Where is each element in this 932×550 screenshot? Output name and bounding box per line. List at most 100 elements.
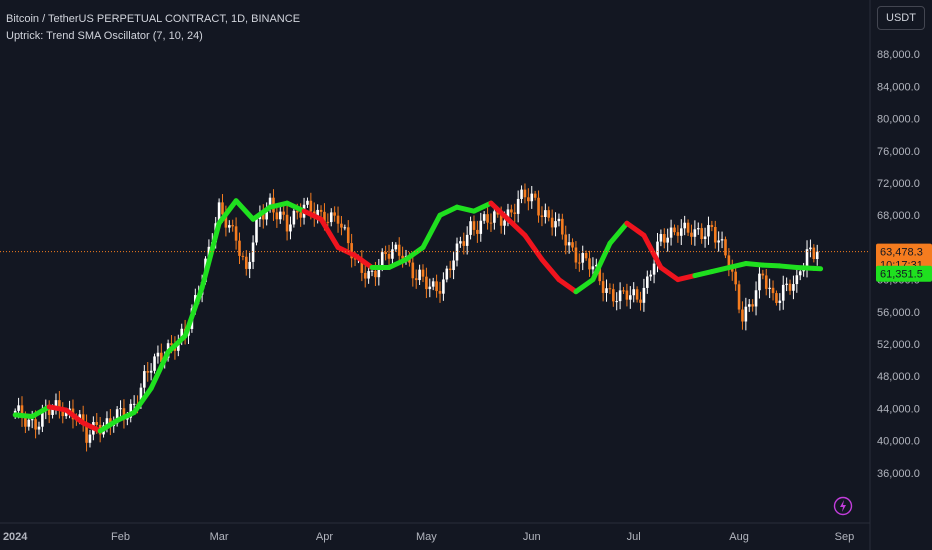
trend-sma-segment (471, 200, 494, 214)
candle-body (778, 300, 782, 303)
candle-body (564, 234, 568, 246)
candle-body (81, 414, 85, 424)
candle-body (771, 287, 775, 294)
indicator-title[interactable]: Uptrick: Trend SMA Oscillator (7, 10, 24… (6, 30, 203, 42)
trend-sma-segment (284, 200, 307, 214)
candle-body (224, 214, 228, 228)
candle-body (275, 212, 279, 220)
candle-body (666, 237, 669, 243)
trend-sma-segment (131, 385, 154, 415)
candle-body (683, 222, 686, 229)
candle-body (329, 212, 333, 223)
candle-body (88, 434, 92, 443)
candle-body (54, 400, 58, 408)
candle-body (346, 227, 350, 244)
candle-body (506, 209, 510, 221)
candle-body (578, 262, 581, 264)
time-tick-label: Sep (835, 531, 855, 543)
candle-body (122, 408, 126, 420)
price-tick-label: 72,000.0 (877, 178, 920, 190)
candle-body (261, 213, 265, 220)
candle-body (61, 409, 65, 417)
candle-body (34, 419, 37, 430)
candle-body (493, 211, 496, 223)
candle-body (153, 356, 156, 371)
candle-body (608, 288, 612, 290)
sma-value-box (876, 265, 932, 282)
trend-sma-segment (63, 407, 86, 426)
candle-body (238, 240, 241, 256)
candle-body (591, 266, 595, 270)
candle-body (673, 227, 676, 233)
trend-sma-segment (692, 269, 715, 279)
candle-body (482, 214, 486, 221)
candle-body (781, 284, 785, 301)
candle-body (41, 410, 44, 427)
candle-body (741, 309, 744, 322)
candle-body (268, 197, 272, 209)
candle-body (115, 409, 119, 424)
candle-body (20, 405, 24, 418)
candle-body (380, 252, 384, 268)
candle-body (690, 232, 693, 237)
candle-body (360, 258, 364, 273)
trend-sma-segment (250, 204, 273, 222)
price-tick-label: 68,000.0 (877, 210, 920, 222)
candle-body (160, 352, 163, 362)
candle-body (795, 275, 799, 285)
candle-body (758, 273, 761, 291)
candle-body (377, 267, 381, 278)
candle-body (724, 239, 727, 256)
candle-body (278, 211, 282, 220)
price-tick-label: 36,000.0 (877, 468, 920, 480)
candle-body (231, 225, 234, 227)
time-tick-label: Jun (523, 531, 541, 543)
candle-body (24, 417, 27, 427)
time-axis[interactable]: 2024 Feb Mar Apr May Jun Jul Aug Sep (3, 531, 854, 543)
candle-body (652, 263, 656, 275)
candle-body (533, 193, 537, 198)
candle-body (554, 221, 557, 228)
candle-body (622, 290, 625, 292)
trend-sma-segment (318, 216, 341, 250)
trend-sma-segment (777, 263, 800, 271)
candle-body (625, 290, 629, 300)
currency-button[interactable]: USDT (877, 6, 925, 30)
candle-body (374, 270, 377, 278)
candle-body (442, 279, 445, 294)
trend-sma-segment (539, 256, 562, 283)
candle-body (445, 268, 449, 280)
candle-body (353, 258, 357, 260)
candle-body (251, 242, 255, 262)
time-tick-label: Mar (210, 531, 229, 543)
candle-body (319, 209, 323, 212)
symbol-title[interactable]: Bitcoin / TetherUS PERPETUAL CONTRACT, 1… (6, 13, 301, 25)
trend-sma-segment (675, 273, 698, 283)
lightning-icon[interactable] (833, 496, 853, 516)
candle-body (544, 210, 547, 217)
candle-body (469, 221, 472, 235)
candle-body (448, 268, 452, 271)
candle-body (567, 242, 571, 246)
candle-body (306, 200, 309, 205)
candle-body (601, 281, 605, 293)
candle-body (421, 269, 425, 277)
trend-sma-segment (437, 204, 460, 218)
candle-body (713, 226, 717, 243)
sma-value-label: 61,351.5 (876, 265, 932, 282)
time-tick-label: Jul (627, 531, 641, 543)
candle-body (557, 218, 561, 222)
candle-body (805, 249, 809, 269)
price-tick-label: 88,000.0 (877, 49, 920, 61)
trend-sma-segment (726, 261, 749, 271)
time-tick-label: Aug (729, 531, 749, 543)
candle-body (561, 218, 564, 235)
price-tick-label: 40,000.0 (877, 436, 920, 448)
trend-sma-segment (386, 256, 409, 271)
candle-body (537, 197, 540, 216)
candle-body (727, 255, 731, 269)
candle-body (503, 220, 506, 226)
trend-sma-segment (522, 232, 545, 262)
trend-sma-segment (97, 418, 120, 434)
